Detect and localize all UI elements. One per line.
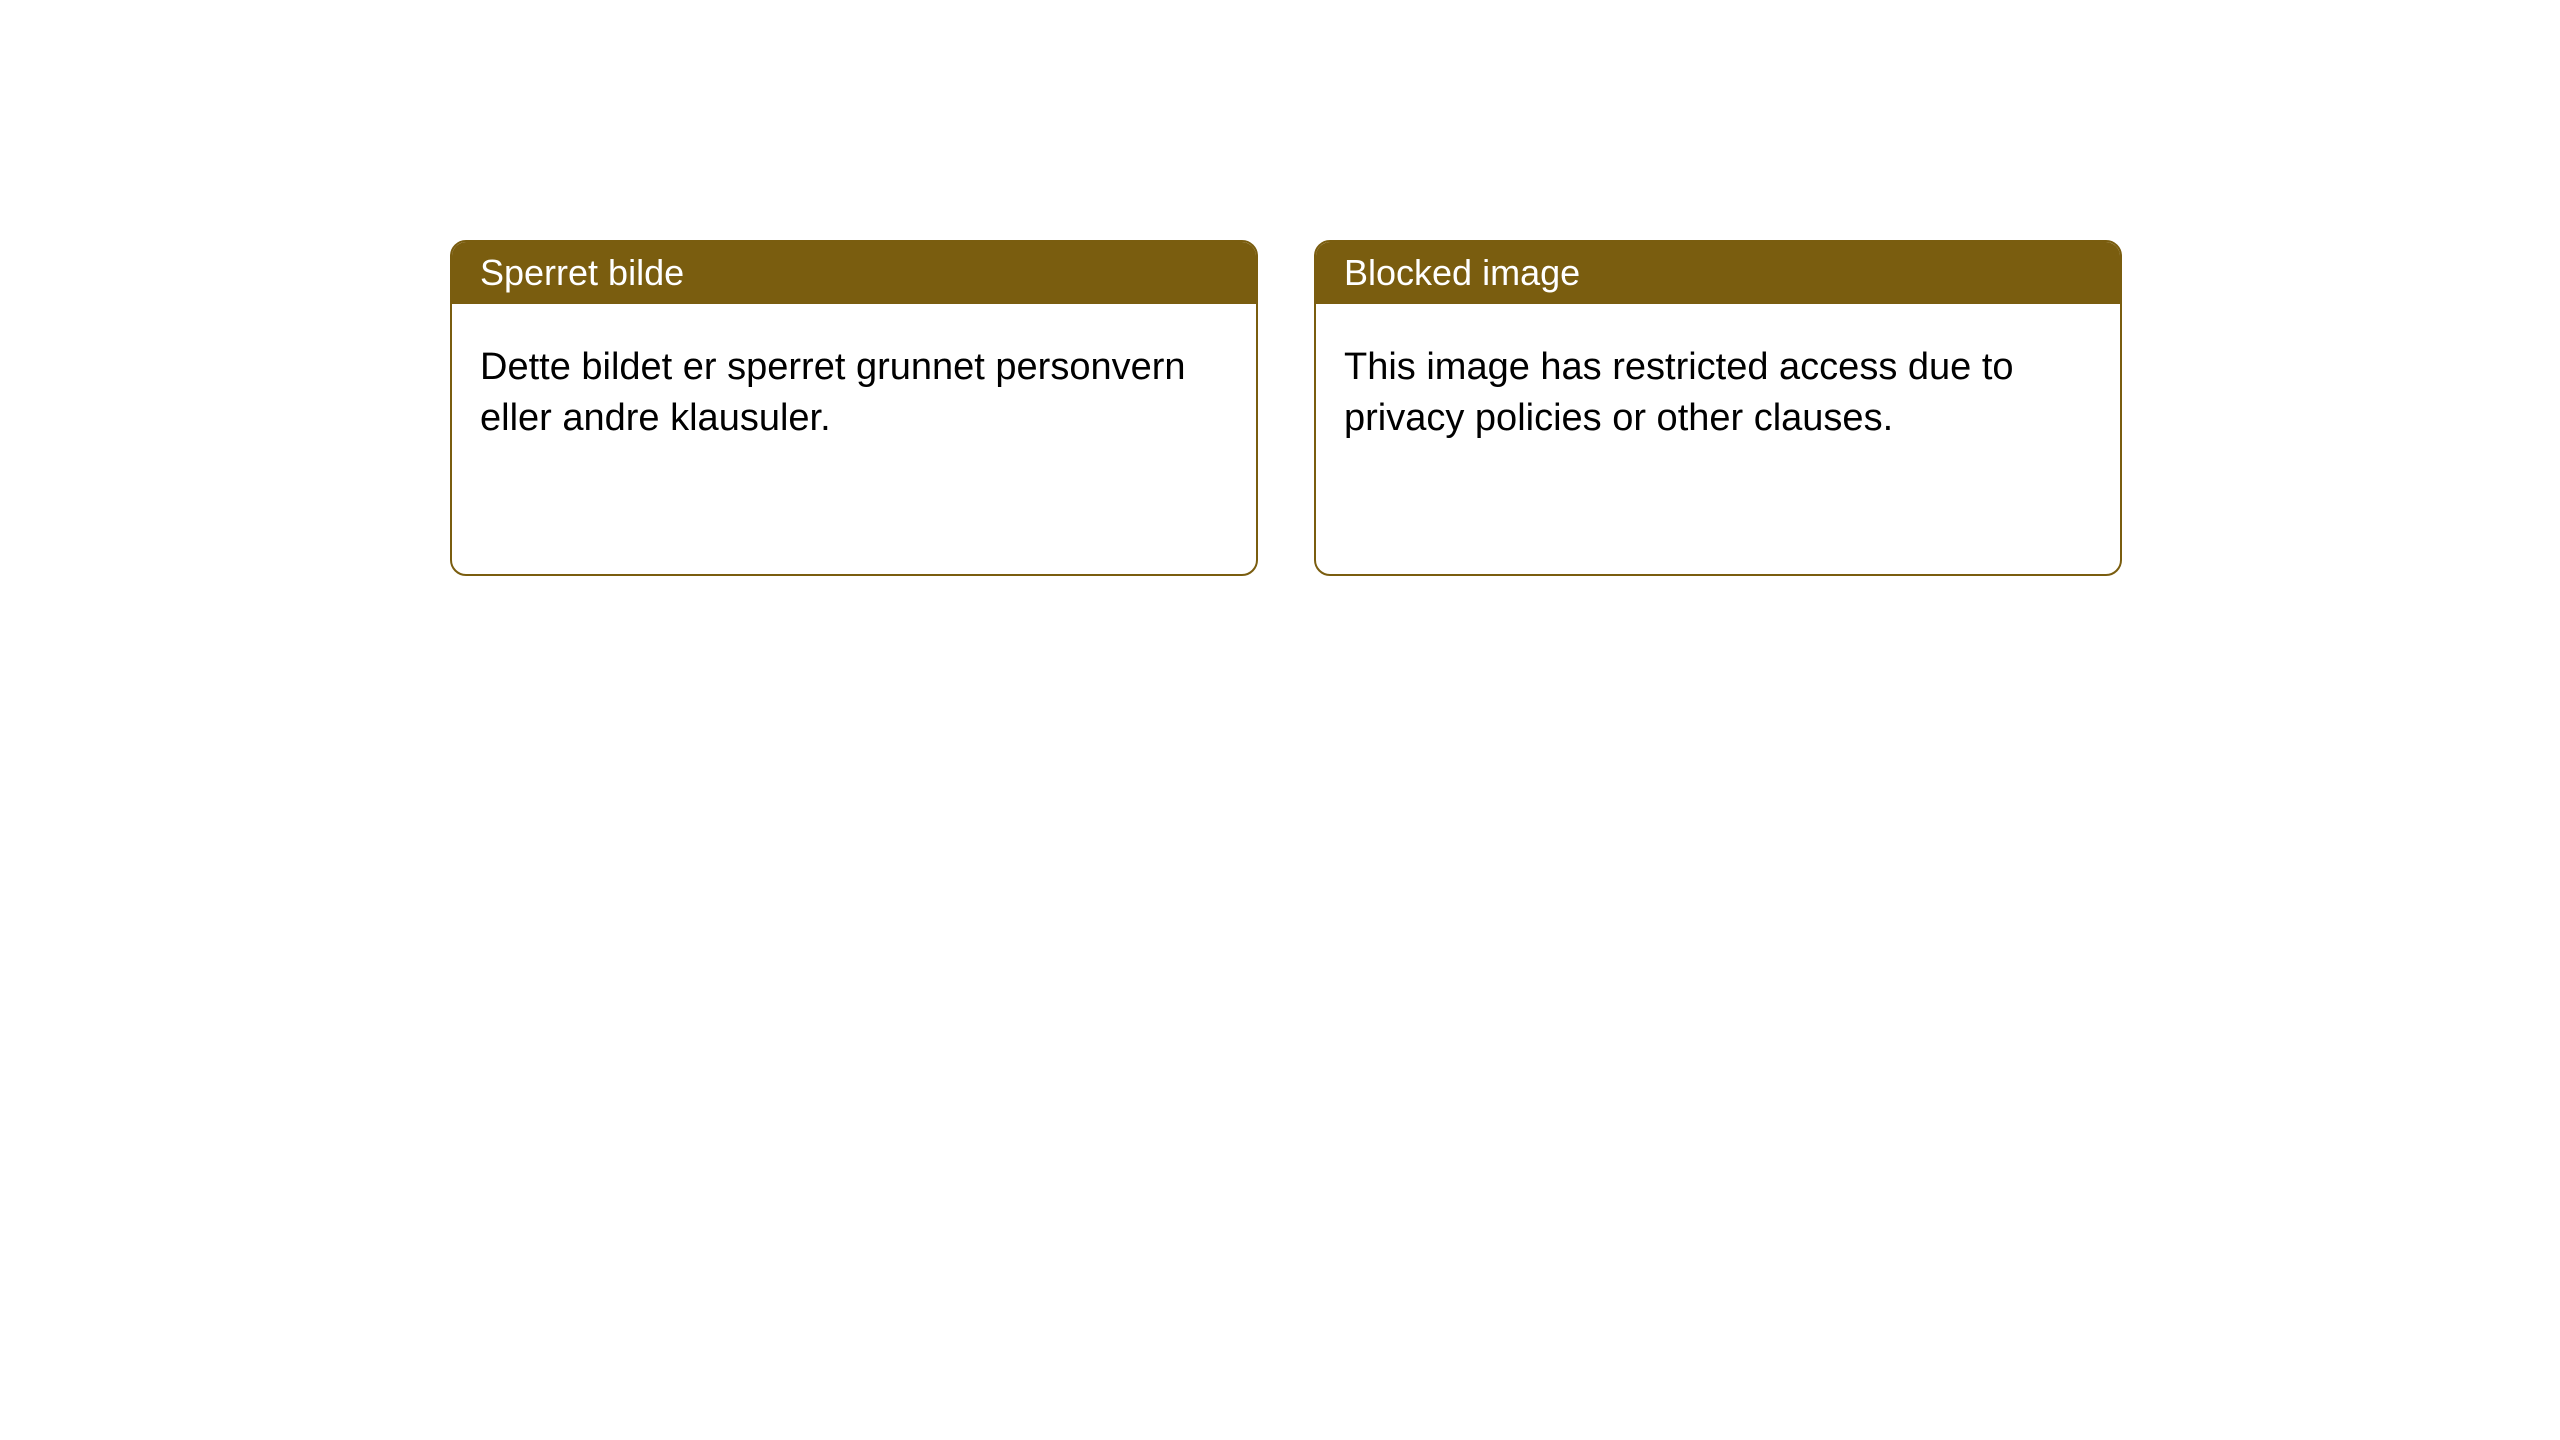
notice-body-en: This image has restricted access due to … (1316, 304, 2120, 574)
notice-title-en: Blocked image (1316, 242, 2120, 304)
notice-title-no: Sperret bilde (452, 242, 1256, 304)
notice-container: Sperret bilde Dette bildet er sperret gr… (0, 0, 2560, 576)
notice-box-en: Blocked image This image has restricted … (1314, 240, 2122, 576)
notice-body-no: Dette bildet er sperret grunnet personve… (452, 304, 1256, 574)
notice-box-no: Sperret bilde Dette bildet er sperret gr… (450, 240, 1258, 576)
